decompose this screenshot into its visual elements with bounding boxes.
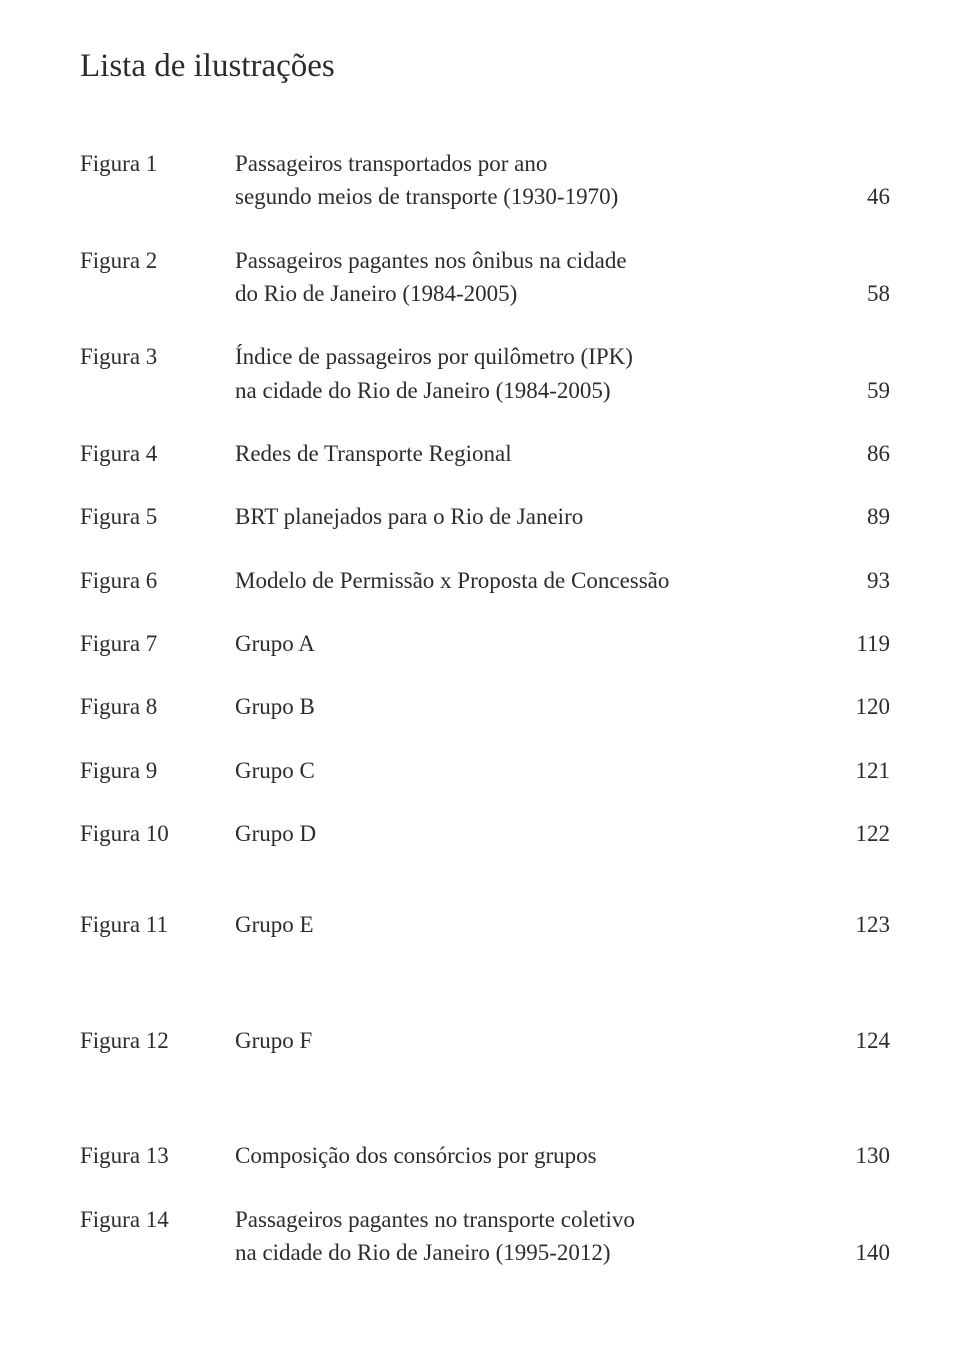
figure-label: Figura 6 [80,564,235,597]
figure-description: Passageiros pagantes nos ônibus na cidad… [235,244,830,311]
list-item: Figura 6 Modelo de Permissão x Proposta … [80,564,890,597]
figure-description: Índice de passageiros por quilômetro (IP… [235,340,830,407]
figure-description: Grupo D [235,817,830,850]
figure-label: Figura 14 [80,1203,235,1236]
list-item: Figura 4 Redes de Transporte Regional 86 [80,437,890,470]
list-item: Figura 1 Passageiros transportados por a… [80,147,890,214]
list-item: Figura 9 Grupo C 121 [80,754,890,787]
figure-description: Grupo B [235,690,830,723]
page-title: Lista de ilustrações [80,48,890,85]
figure-page: 86 [830,437,890,470]
figure-description: Passageiros pagantes no transporte colet… [235,1203,830,1270]
list-item: Figura 14 Passageiros pagantes no transp… [80,1203,890,1270]
figure-page: 122 [830,817,890,850]
figure-page: 130 [830,1139,890,1172]
figure-label: Figura 5 [80,500,235,533]
figure-page: 121 [830,754,890,787]
list-item: Figura 13 Composição dos consórcios por … [80,1139,890,1172]
figure-label: Figura 3 [80,340,235,373]
figure-description: Composição dos consórcios por grupos [235,1139,830,1172]
figure-description: Grupo E [235,908,830,941]
figure-description: Modelo de Permissão x Proposta de Conces… [235,564,830,597]
list-item: Figura 3 Índice de passageiros por quilô… [80,340,890,407]
list-item: Figura 2 Passageiros pagantes nos ônibus… [80,244,890,311]
figure-label: Figura 2 [80,244,235,277]
figure-page: 140 [830,1236,890,1269]
figure-page: 119 [830,627,890,660]
figure-label: Figura 4 [80,437,235,470]
figure-label: Figura 7 [80,627,235,660]
page: Lista de ilustrações Figura 1 Passageiro… [0,0,960,1356]
list-item: Figura 5 BRT planejados para o Rio de Ja… [80,500,890,533]
figure-page: 46 [830,180,890,213]
list-item: Figura 7 Grupo A 119 [80,627,890,660]
list-item: Figura 8 Grupo B 120 [80,690,890,723]
figure-page: 120 [830,690,890,723]
figure-page: 89 [830,500,890,533]
figure-label: Figura 11 [80,908,235,941]
figure-description: Grupo F [235,1024,830,1057]
figure-page: 124 [830,1024,890,1057]
list-item: Figura 11 Grupo E 123 [80,908,890,941]
figure-description: Grupo A [235,627,830,660]
figure-label: Figura 9 [80,754,235,787]
figure-label: Figura 12 [80,1024,235,1057]
figure-page: 123 [830,908,890,941]
list-item: Figura 10 Grupo D 122 [80,817,890,850]
figure-page: 59 [830,374,890,407]
figure-label: Figura 8 [80,690,235,723]
list-item: Figura 12 Grupo F 124 [80,1024,890,1057]
figure-description: Redes de Transporte Regional [235,437,830,470]
figure-page: 93 [830,564,890,597]
figure-label: Figura 10 [80,817,235,850]
figure-label: Figura 13 [80,1139,235,1172]
figure-description: BRT planejados para o Rio de Janeiro [235,500,830,533]
figure-label: Figura 1 [80,147,235,180]
figure-description: Grupo C [235,754,830,787]
figure-page: 58 [830,277,890,310]
figure-description: Passageiros transportados por anosegundo… [235,147,830,214]
